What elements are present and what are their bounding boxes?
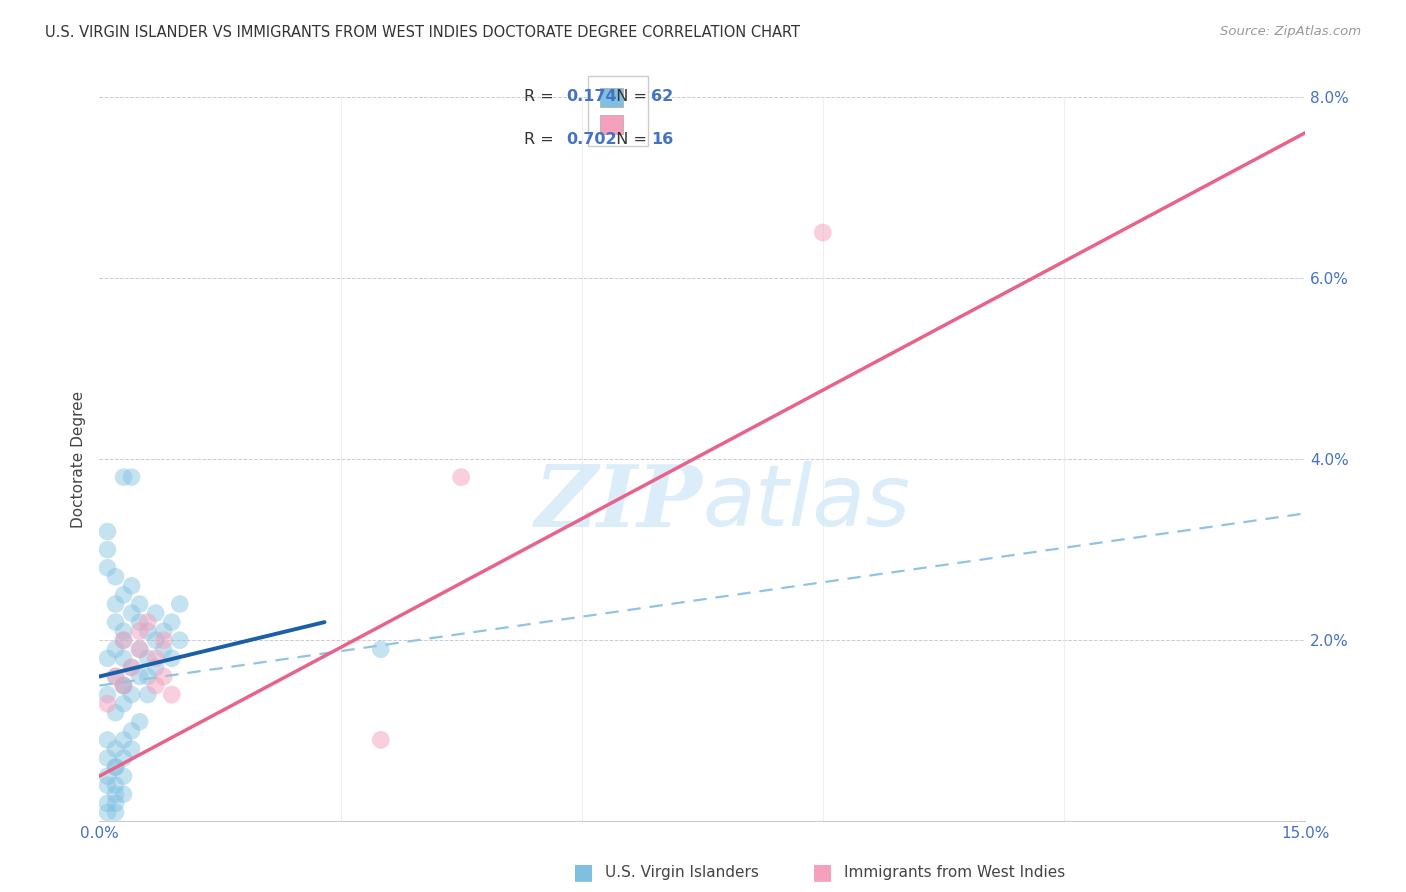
Text: R =: R = (524, 132, 560, 147)
Point (112, 633, 135, 648)
Point (152, 624, 174, 639)
Point (96, 560, 118, 574)
Point (145, 606, 167, 620)
Point (112, 679, 135, 693)
Point (121, 606, 143, 620)
Point (104, 787, 127, 801)
Text: ZIP: ZIP (534, 461, 702, 544)
Point (96, 751, 118, 765)
Point (112, 769, 135, 783)
Point (96, 805, 118, 820)
Point (112, 588, 135, 602)
Point (96, 778, 118, 792)
Text: atlas: atlas (702, 461, 910, 544)
Point (104, 797, 127, 811)
Point (152, 642, 174, 657)
Point (121, 742, 143, 756)
Text: 0.702: 0.702 (567, 132, 617, 147)
Text: Source: ZipAtlas.com: Source: ZipAtlas.com (1220, 25, 1361, 38)
Point (136, 688, 159, 702)
Point (104, 570, 127, 584)
Point (104, 760, 127, 774)
Point (104, 706, 127, 720)
Point (104, 642, 127, 657)
Text: U.S. Virgin Islanders: U.S. Virgin Islanders (605, 865, 758, 880)
Text: 0.174: 0.174 (567, 89, 617, 104)
Text: ■: ■ (574, 863, 593, 882)
Point (104, 742, 127, 756)
Point (128, 642, 150, 657)
Point (160, 651, 183, 665)
Point (121, 579, 143, 593)
Point (128, 597, 150, 611)
Point (145, 633, 167, 648)
Point (112, 679, 135, 693)
Point (112, 697, 135, 711)
Point (104, 778, 127, 792)
Point (160, 688, 183, 702)
Point (96, 732, 118, 747)
Point (128, 669, 150, 683)
Point (121, 723, 143, 738)
Point (136, 615, 159, 629)
Point (370, 642, 392, 657)
Point (136, 651, 159, 665)
Point (104, 805, 127, 820)
Point (112, 787, 135, 801)
Point (121, 660, 143, 674)
Legend: , : , (588, 76, 648, 146)
Point (160, 615, 183, 629)
Point (112, 732, 135, 747)
Point (96, 769, 118, 783)
Text: N =: N = (606, 132, 652, 147)
Point (169, 633, 191, 648)
Point (96, 542, 118, 557)
Point (96, 651, 118, 665)
Text: R =: R = (524, 89, 560, 104)
Point (128, 615, 150, 629)
Point (96, 688, 118, 702)
Point (104, 669, 127, 683)
Text: 16: 16 (651, 132, 673, 147)
Point (128, 714, 150, 729)
Point (450, 470, 472, 484)
Text: N =: N = (606, 89, 652, 104)
Text: Immigrants from West Indies: Immigrants from West Indies (844, 865, 1064, 880)
Point (96, 524, 118, 539)
Point (104, 597, 127, 611)
Point (104, 615, 127, 629)
Point (104, 760, 127, 774)
Point (169, 597, 191, 611)
Point (112, 651, 135, 665)
Point (145, 660, 167, 674)
Point (811, 226, 834, 240)
Point (136, 669, 159, 683)
Point (152, 669, 174, 683)
Point (121, 470, 143, 484)
Point (136, 624, 159, 639)
Point (96, 697, 118, 711)
Point (112, 633, 135, 648)
Point (370, 732, 392, 747)
Y-axis label: Doctorate Degree: Doctorate Degree (72, 391, 86, 527)
Point (121, 660, 143, 674)
Point (128, 642, 150, 657)
Text: U.S. VIRGIN ISLANDER VS IMMIGRANTS FROM WEST INDIES DOCTORATE DEGREE CORRELATION: U.S. VIRGIN ISLANDER VS IMMIGRANTS FROM … (45, 25, 800, 40)
Point (96, 797, 118, 811)
Point (145, 679, 167, 693)
Point (112, 679, 135, 693)
Text: ■: ■ (813, 863, 832, 882)
Point (128, 624, 150, 639)
Point (112, 751, 135, 765)
Point (112, 470, 135, 484)
Point (152, 633, 174, 648)
Point (145, 651, 167, 665)
Text: 62: 62 (651, 89, 673, 104)
Point (104, 669, 127, 683)
Point (121, 688, 143, 702)
Point (112, 624, 135, 639)
